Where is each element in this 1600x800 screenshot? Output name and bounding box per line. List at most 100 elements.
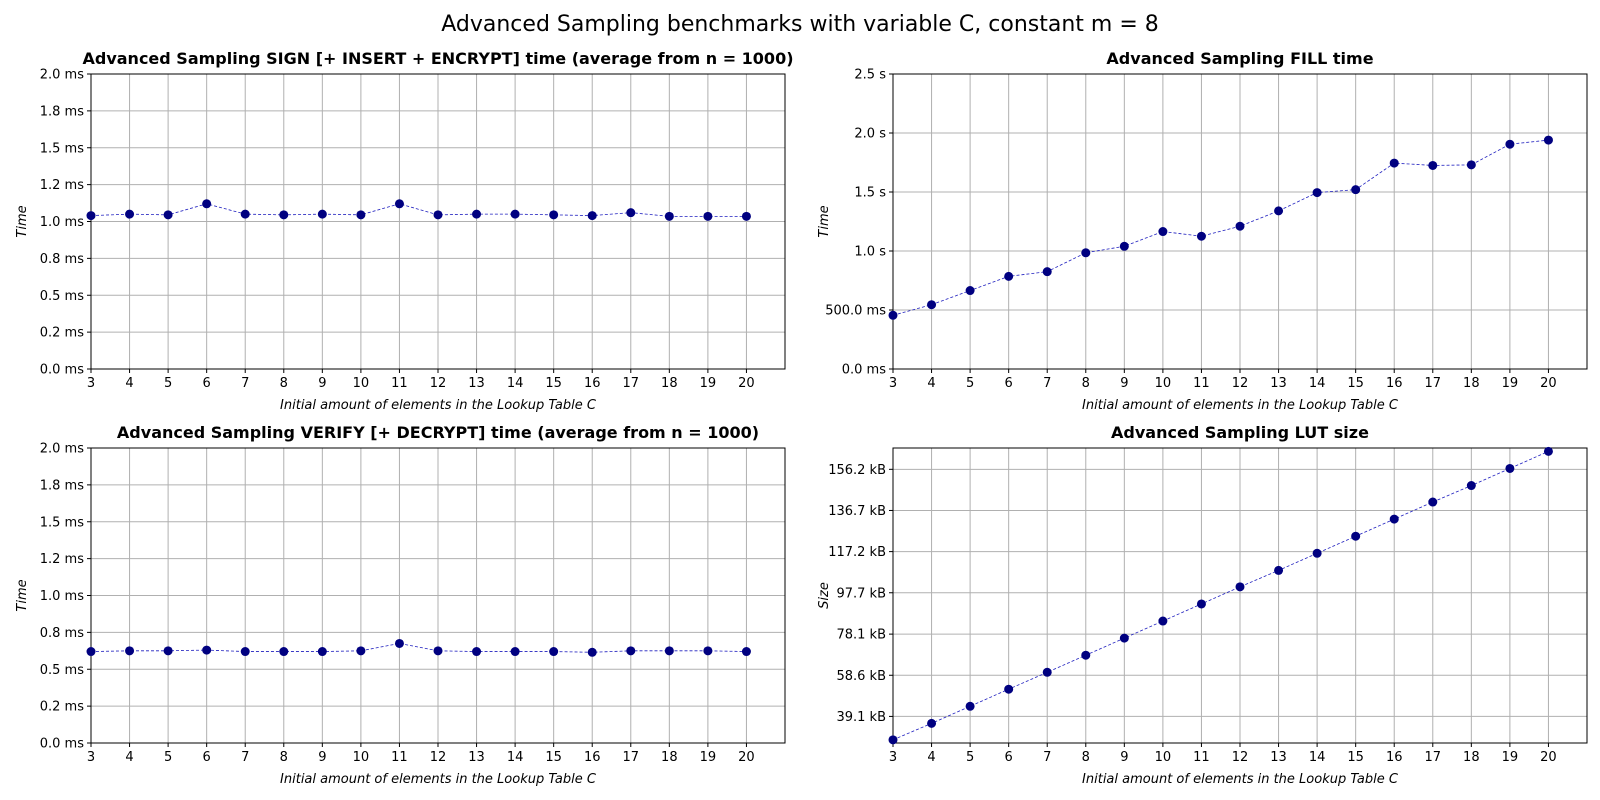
y-tick-label: 1.2 ms — [40, 178, 84, 193]
y-tick-label: 2.0 s — [854, 127, 886, 142]
data-point — [240, 209, 250, 219]
x-axis-label: Initial amount of elements in the Lookup… — [1082, 398, 1399, 413]
data-point — [1428, 160, 1438, 170]
data-point — [927, 718, 937, 728]
y-tick-label: 0.0 ms — [842, 363, 886, 378]
x-tick-label: 9 — [318, 376, 326, 391]
y-tick-label: 0.8 ms — [40, 626, 84, 641]
x-tick-label: 16 — [584, 750, 601, 765]
data-point — [356, 646, 366, 656]
data-point — [703, 211, 713, 221]
y-tick-label: 136.7 kB — [828, 504, 886, 519]
data-point — [664, 646, 674, 656]
data-point — [125, 646, 135, 656]
x-tick-label: 17 — [623, 376, 640, 391]
x-tick-label: 7 — [1043, 376, 1051, 391]
data-point — [587, 211, 597, 221]
data-point — [1505, 139, 1515, 149]
y-axis-label: Time — [15, 205, 30, 237]
data-point — [356, 210, 366, 220]
data-point — [472, 647, 482, 657]
data-point — [202, 199, 212, 209]
chart-title: Advanced Sampling VERIFY [+ DECRYPT] tim… — [117, 423, 759, 442]
x-tick-label: 8 — [1082, 750, 1090, 765]
chart-lut-size: 3 4 5 6 7 8 9 10 11 12 13 14 15 16 17 18 19 20 39.1 kB 58.6… — [817, 423, 1588, 787]
x-tick-label: 4 — [125, 376, 133, 391]
y-tick-label: 0.8 ms — [40, 252, 84, 267]
data-point — [626, 646, 636, 656]
data-point — [1119, 241, 1129, 251]
series-line — [892, 139, 1549, 316]
data-point — [394, 199, 404, 209]
x-tick-label: 6 — [203, 750, 211, 765]
data-point — [1351, 185, 1361, 195]
data-point — [1004, 271, 1014, 281]
data-point — [1081, 248, 1091, 258]
y-tick-label: 58.6 kB — [836, 669, 886, 684]
x-tick-label: 8 — [280, 750, 288, 765]
x-tick-label: 6 — [1005, 376, 1013, 391]
x-tick-label: 8 — [1082, 376, 1090, 391]
x-tick-label: 4 — [927, 750, 935, 765]
x-tick-label: 14 — [1309, 376, 1326, 391]
data-point — [888, 310, 898, 320]
data-point — [472, 209, 482, 219]
y-tick-label: 500.0 ms — [825, 304, 886, 319]
x-tick-label: 18 — [661, 750, 678, 765]
x-tick-label: 3 — [87, 750, 95, 765]
data-point — [240, 647, 250, 657]
data-point — [965, 286, 975, 296]
y-tick-label: 1.0 ms — [40, 215, 84, 230]
x-tick-label: 9 — [318, 750, 326, 765]
x-tick-label: 17 — [1425, 750, 1442, 765]
y-axis-label: Time — [817, 205, 832, 237]
data-point — [433, 646, 443, 656]
x-tick-label: 13 — [1270, 750, 1287, 765]
data-point — [888, 735, 898, 745]
data-point — [394, 638, 404, 648]
x-tick-label: 5 — [164, 750, 172, 765]
data-point — [1312, 188, 1322, 198]
x-tick-label: 12 — [430, 750, 447, 765]
x-tick-label: 5 — [164, 376, 172, 391]
y-tick-label: 0.0 ms — [40, 363, 84, 378]
x-tick-label: 20 — [1540, 750, 1557, 765]
y-tick-label: 1.8 ms — [40, 104, 84, 119]
y-tick-label: 1.2 ms — [40, 552, 84, 567]
x-tick-label: 15 — [545, 376, 562, 391]
x-tick-label: 18 — [1463, 750, 1480, 765]
data-point — [1196, 231, 1206, 241]
x-tick-label: 15 — [1347, 750, 1364, 765]
x-tick-label: 15 — [1347, 376, 1364, 391]
x-tick-label: 14 — [507, 750, 524, 765]
data-point — [549, 210, 559, 220]
x-tick-label: 6 — [203, 376, 211, 391]
data-point — [703, 646, 713, 656]
x-tick-label: 13 — [1270, 376, 1287, 391]
y-tick-label: 2.0 ms — [40, 442, 84, 457]
x-tick-label: 10 — [353, 750, 370, 765]
data-point — [1042, 267, 1052, 277]
x-axis-label: Initial amount of elements in the Lookup… — [280, 398, 597, 413]
data-point — [1196, 599, 1206, 609]
x-tick-label: 11 — [391, 750, 408, 765]
x-tick-label: 7 — [1043, 750, 1051, 765]
y-tick-label: 0.0 ms — [40, 737, 84, 752]
x-tick-label: 20 — [1540, 376, 1557, 391]
figure-suptitle: Advanced Sampling benchmarks with variab… — [441, 12, 1159, 37]
x-tick-label: 9 — [1120, 376, 1128, 391]
y-tick-label: 39.1 kB — [836, 710, 886, 725]
data-point — [1274, 565, 1284, 575]
data-point — [163, 210, 173, 220]
data-point — [510, 647, 520, 657]
chart-title: Advanced Sampling FILL time — [1106, 49, 1373, 68]
data-point — [163, 646, 173, 656]
y-tick-label: 0.2 ms — [40, 326, 84, 341]
data-point — [1119, 633, 1129, 643]
data-point — [664, 211, 674, 221]
x-tick-label: 20 — [738, 376, 755, 391]
data-point — [1042, 667, 1052, 677]
data-point — [1235, 221, 1245, 231]
data-point — [1428, 497, 1438, 507]
y-axis-label: Time — [15, 579, 30, 611]
